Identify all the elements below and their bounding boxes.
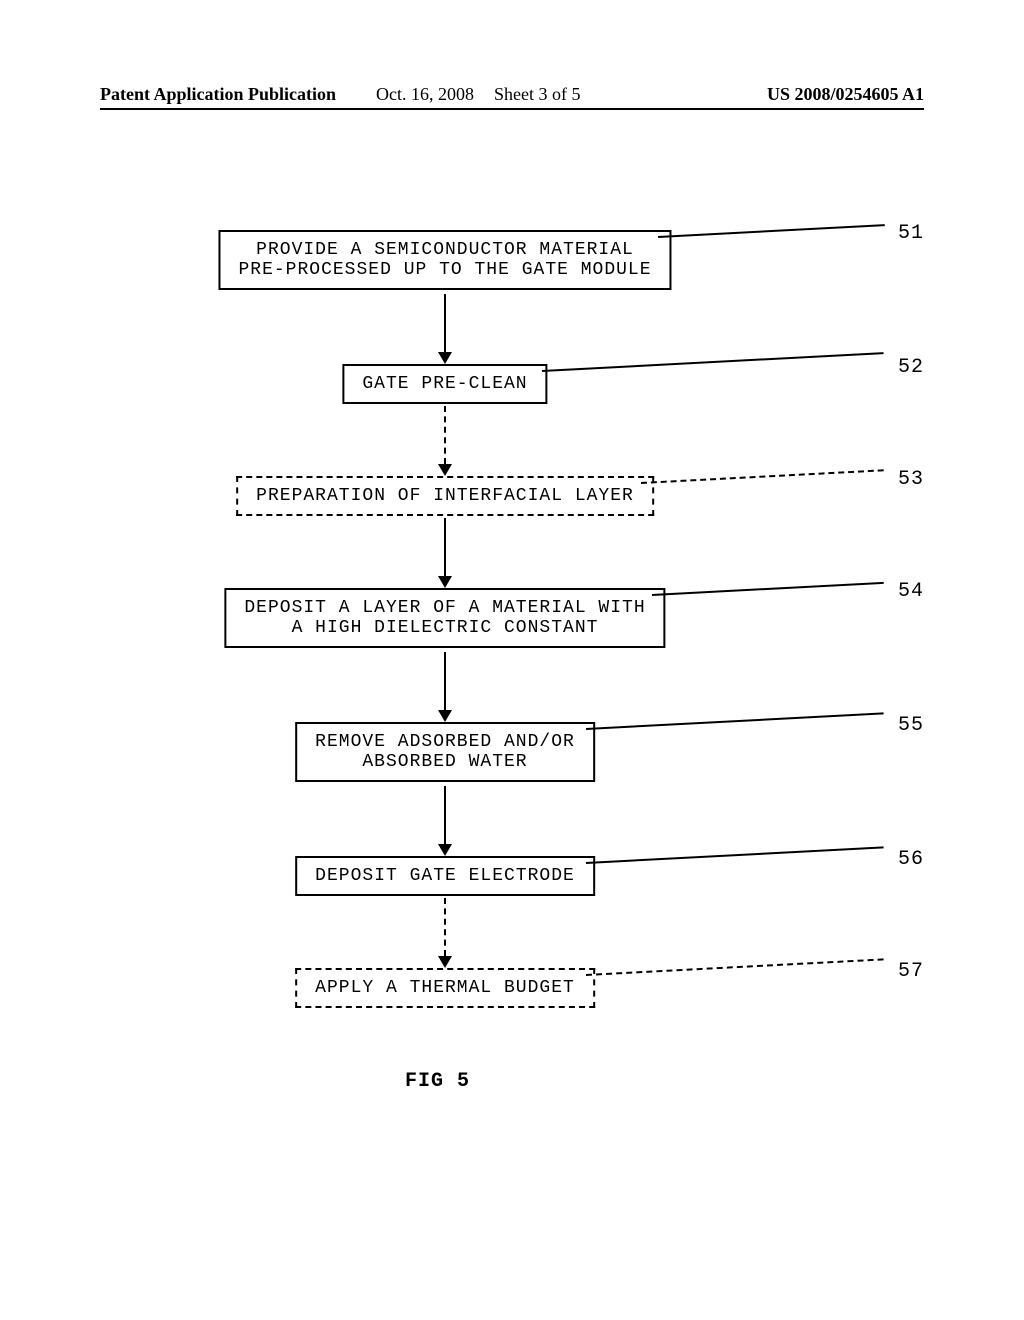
lead-line [586, 958, 884, 976]
arrowhead-icon [438, 956, 452, 968]
arrowhead-icon [438, 464, 452, 476]
flow-box: PREPARATION OF INTERFACIAL LAYER [236, 476, 654, 516]
arrowhead-icon [438, 352, 452, 364]
flowchart: PROVIDE A SEMICONDUCTOR MATERIALPRE-PROC… [0, 230, 1024, 1130]
header-sheet: Sheet 3 of 5 [494, 84, 580, 105]
connector [438, 518, 452, 588]
step-number: 57 [898, 960, 924, 983]
step-number: 55 [898, 714, 924, 737]
connector [438, 294, 452, 364]
step-number: 51 [898, 222, 924, 245]
connector [438, 786, 452, 856]
page-header: Patent Application Publication Oct. 16, … [100, 84, 924, 105]
flow-box: DEPOSIT GATE ELECTRODE [295, 856, 595, 896]
flow-box: PROVIDE A SEMICONDUCTOR MATERIALPRE-PROC… [218, 230, 671, 290]
lead-line [657, 224, 883, 238]
flow-box: GATE PRE-CLEAN [342, 364, 547, 404]
step-number: 56 [898, 848, 924, 871]
connector [438, 652, 452, 722]
header-date: Oct. 16, 2008 [376, 84, 474, 105]
lead-line [542, 352, 884, 372]
arrowhead-icon [438, 576, 452, 588]
header-rule [100, 108, 924, 110]
lead-line [586, 846, 884, 864]
arrowhead-icon [438, 710, 452, 722]
flow-box: APPLY A THERMAL BUDGET [295, 968, 595, 1008]
connector [438, 898, 452, 968]
flow-box: REMOVE ADSORBED AND/ORABSORBED WATER [295, 722, 595, 782]
lead-line [586, 712, 884, 730]
lead-line [641, 469, 884, 484]
connector [438, 406, 452, 476]
step-number: 54 [898, 580, 924, 603]
lead-line [652, 582, 884, 596]
step-number: 53 [898, 468, 924, 491]
flow-box: DEPOSIT A LAYER OF A MATERIAL WITHA HIGH… [224, 588, 665, 648]
header-pub-number: US 2008/0254605 A1 [767, 84, 924, 105]
arrowhead-icon [438, 844, 452, 856]
figure-label: FIG 5 [405, 1070, 470, 1093]
header-pub-type: Patent Application Publication [100, 84, 336, 105]
step-number: 52 [898, 356, 924, 379]
